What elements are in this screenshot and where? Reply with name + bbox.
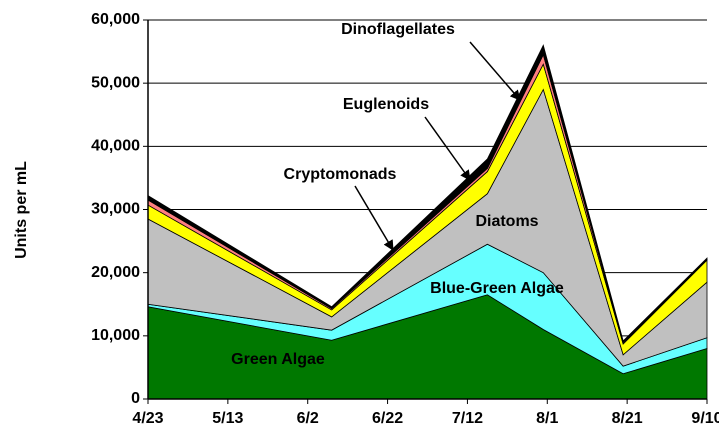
x-tick-label: 7/12	[452, 410, 483, 427]
y-tick-label: 60,000	[91, 11, 140, 28]
x-tick-label: 5/13	[212, 410, 243, 427]
y-tick-label: 50,000	[91, 74, 140, 91]
y-tick-label: 0	[131, 390, 140, 407]
series-label: Euglenoids	[343, 96, 429, 113]
label-arrow	[469, 41, 521, 101]
x-tick-label: 8/21	[612, 410, 643, 427]
y-tick-label: 30,000	[91, 201, 140, 218]
label-arrow	[354, 185, 394, 251]
series-label: Cryptomonads	[284, 166, 397, 183]
area	[147, 44, 708, 344]
x-tick-label: 4/23	[132, 410, 163, 427]
series-label: Dinoflagellates	[341, 21, 455, 38]
y-tick-label: 40,000	[91, 138, 140, 155]
x-tick-label: 8/1	[536, 410, 558, 427]
label-arrow	[424, 116, 471, 181]
x-tick-label: 6/2	[297, 410, 319, 427]
y-tick-label: 20,000	[91, 264, 140, 281]
x-tick-label: 6/22	[372, 410, 403, 427]
series-label: Diatoms	[475, 213, 538, 230]
x-tick-label: 9/10	[691, 410, 719, 427]
series-label: Green Algae	[231, 351, 325, 368]
series-label: Blue-Green Algae	[430, 280, 564, 297]
y-tick-label: 10,000	[91, 327, 140, 344]
y-axis-label: Units per mL	[13, 161, 30, 259]
